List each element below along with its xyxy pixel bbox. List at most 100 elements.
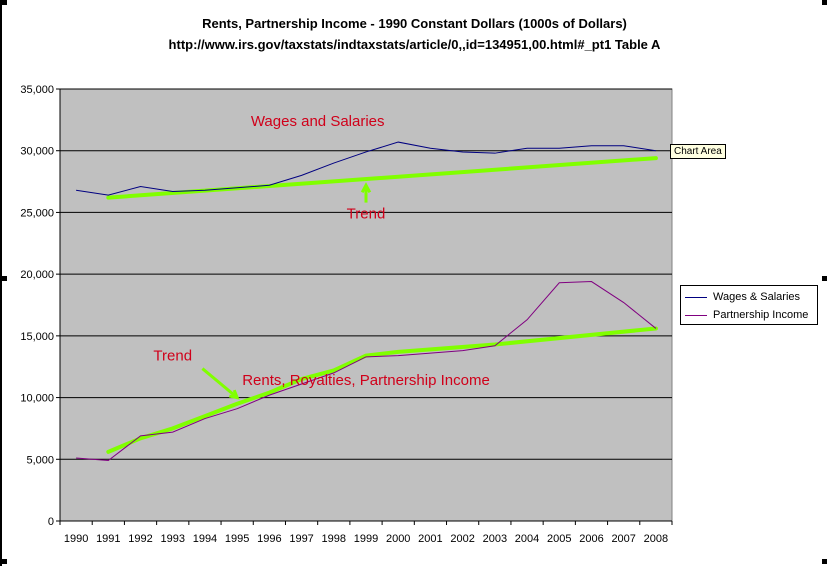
y-tick-label: 10,000 [20,393,54,405]
annotations: Wages and Salaries Trend Trend Rents, Royal… [153,113,490,400]
y-tick-label: 20,000 [20,269,54,281]
data-point[interactable] [170,430,175,435]
data-point[interactable] [202,188,207,193]
data-point[interactable] [106,193,111,198]
data-point[interactable] [428,351,433,356]
data-point[interactable] [428,146,433,151]
x-tick-label: 1998 [322,533,346,545]
x-tick-label: 2005 [547,533,571,545]
data-point[interactable] [557,280,562,285]
legend-label-partnership: Partnership Income [713,309,809,321]
trendlines[interactable] [106,156,658,454]
data-point[interactable] [525,146,530,151]
data-point[interactable] [202,416,207,421]
data-point[interactable] [74,456,79,461]
y-tick-label: 5,000 [26,454,54,466]
axes [59,89,673,525]
x-tick-label: 2007 [611,533,635,545]
data-point[interactable] [396,140,401,145]
resize-handle-bottom-left[interactable] [2,559,7,564]
data-point[interactable] [460,149,465,154]
annotation-label: Rents, Royalties, Partnership Income [242,372,490,389]
legend-swatch-wages [685,296,707,298]
data-point[interactable] [74,188,79,193]
data-point[interactable] [235,406,240,411]
series-line-1[interactable] [76,141,656,196]
resize-handle-mid-left[interactable] [2,276,7,281]
series-lines[interactable] [74,140,659,463]
x-tick-label: 2003 [483,533,507,545]
legend-label-wages: Wages & Salaries [713,291,801,303]
chart-title: Rents, Partnership Income - 1990 Constan… [202,16,627,31]
x-tick-label: 1991 [96,533,120,545]
data-point[interactable] [267,183,272,188]
trendline-2[interactable] [106,326,658,454]
x-tick-label: 1990 [64,533,88,545]
legend[interactable]: Wages & Salaries Partnership Income [680,285,818,325]
data-point[interactable] [653,326,658,331]
data-point[interactable] [589,279,594,284]
annotation-arrowhead [229,389,240,400]
data-point[interactable] [267,393,272,398]
x-axis-tick-labels: 1990 1991 1992 1993 1994 1995 1996 1997 1998 1999… [64,533,668,545]
x-tick-label: 2000 [386,533,410,545]
x-tick-label: 2006 [579,533,603,545]
resize-handle-top-right[interactable] [822,0,827,5]
annotation-label: Wages and Salaries [251,113,385,130]
annotation-arrowhead [360,182,372,194]
x-tick-label: 1999 [354,533,378,545]
data-point[interactable] [525,317,530,322]
data-point[interactable] [557,146,562,151]
x-tick-label: 2002 [450,533,474,545]
y-tick-label: 0 [48,516,54,528]
data-point[interactable] [492,151,497,156]
y-tick-label: 25,000 [20,207,54,219]
x-tick-label: 1996 [257,533,281,545]
y-tick-label: 15,000 [20,331,54,343]
plot-area[interactable] [59,88,673,522]
legend-swatch-partnership [685,314,707,316]
annotation-label: Trend [153,348,192,365]
data-point[interactable] [589,143,594,148]
resize-handle-bottom-right[interactable] [822,559,827,564]
y-tick-label: 35,000 [20,84,54,96]
data-point[interactable] [106,458,111,463]
gridlines [56,88,672,522]
data-point[interactable] [170,189,175,194]
resize-handle-mid-right[interactable] [822,276,827,281]
x-tick-label: 2004 [515,533,539,545]
x-tick-label: 1992 [128,533,152,545]
legend-item-wages[interactable]: Wages & Salaries [685,290,800,304]
trendline-1[interactable] [106,156,658,200]
data-point[interactable] [138,433,143,438]
legend-item-partnership[interactable]: Partnership Income [685,308,808,322]
data-point[interactable] [364,354,369,359]
data-point[interactable] [299,173,304,178]
data-point[interactable] [364,149,369,154]
y-tick-label: 30,000 [20,146,54,158]
data-point[interactable] [653,148,658,153]
x-tick-label: 1997 [289,533,313,545]
chart-subtitle: http://www.irs.gov/taxstats/indtaxstats/… [168,37,661,52]
series-line-2[interactable] [76,281,657,462]
x-tick-label: 1993 [160,533,184,545]
x-tick-label: 1995 [225,533,249,545]
data-point[interactable] [492,343,497,348]
chart-area-tooltip: Chart Area [670,144,726,159]
x-tick-label: 1994 [193,533,217,545]
annotation-arrow [201,367,239,399]
resize-handle-top-left[interactable] [2,0,7,5]
data-point[interactable] [138,184,143,189]
x-tick-label: 2008 [644,533,668,545]
y-axis-tick-labels: 0 5,000 10,000 15,000 20,000 25,000 30,000 35,0… [20,84,54,528]
data-point[interactable] [621,143,626,148]
data-point[interactable] [460,348,465,353]
x-tick-label: 2001 [418,533,442,545]
data-point[interactable] [235,185,240,190]
data-point[interactable] [396,353,401,358]
data-point[interactable] [621,300,626,305]
annotation-label: Trend [347,206,386,223]
data-point[interactable] [331,161,336,166]
